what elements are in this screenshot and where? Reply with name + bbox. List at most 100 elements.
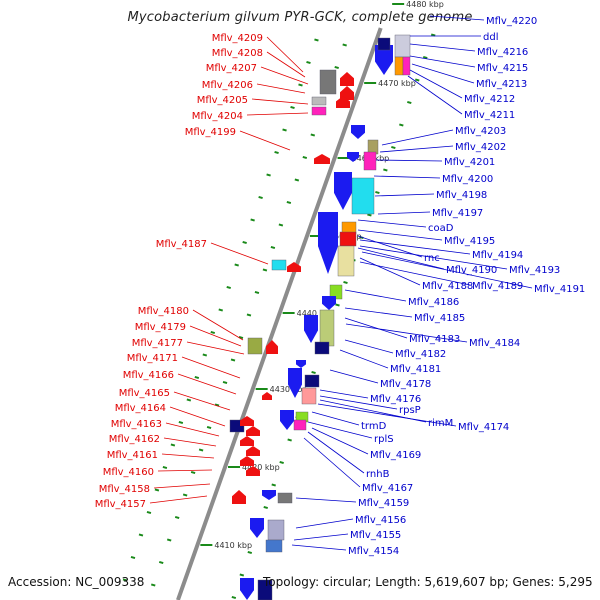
- tick-mark: [383, 168, 388, 172]
- right-leader-line: [344, 289, 407, 302]
- left-gene-label: Mflv_4163: [111, 419, 162, 430]
- left-gene-label: Mflv_4160: [103, 467, 154, 478]
- scale-label: 4430 kbp: [270, 385, 308, 394]
- right-leader-line: [359, 261, 471, 286]
- tick-mark: [218, 308, 224, 312]
- gene-arrow-reverse: [240, 578, 254, 600]
- tick-mark: [154, 488, 160, 492]
- gene-block: [265, 539, 283, 553]
- gene-block: [301, 387, 317, 405]
- left-leader-line: [149, 495, 208, 504]
- left-gene-label: Mflv_4158: [99, 484, 150, 495]
- tick-mark: [414, 78, 420, 82]
- right-leader-line: [379, 145, 454, 153]
- tick-mark: [194, 375, 200, 380]
- right-leader-line: [407, 75, 463, 115]
- right-leader-line: [319, 389, 369, 399]
- gene-arrow-reverse: [288, 368, 302, 398]
- right-gene-label: Mflv_4194: [472, 250, 523, 261]
- tick-mark: [178, 420, 184, 425]
- left-leader-line: [266, 36, 304, 73]
- tick-mark: [391, 145, 396, 150]
- tick-mark: [298, 83, 303, 87]
- accession-text: Accession: NC_009338: [8, 575, 145, 589]
- tick-mark: [430, 33, 436, 37]
- right-leader-line: [375, 159, 443, 162]
- tick-mark: [367, 213, 372, 217]
- tick-mark: [230, 358, 236, 362]
- right-gene-label: Mflv_4181: [390, 364, 441, 375]
- right-gene-label: coaD: [428, 223, 454, 234]
- tick-mark: [279, 460, 284, 465]
- tick-mark: [266, 173, 271, 177]
- right-gene-label: Mflv_4195: [444, 236, 495, 247]
- tick-mark: [238, 335, 244, 340]
- gene-arrow-forward: [246, 426, 260, 436]
- tick-mark: [294, 178, 300, 182]
- right-leader-line: [357, 229, 443, 241]
- left-leader-line: [260, 66, 309, 85]
- right-leader-line: [359, 239, 471, 255]
- tick-mark: [158, 560, 164, 565]
- gene-arrow-reverse: [250, 518, 264, 538]
- gene-block: [314, 341, 330, 355]
- tick-mark: [342, 43, 347, 47]
- right-leader-line: [329, 369, 379, 384]
- right-leader-line: [293, 533, 349, 541]
- right-gene-label: Mflv_4154: [348, 546, 399, 557]
- gene-arrow-forward: [240, 436, 254, 446]
- right-leader-line: [409, 55, 476, 68]
- left-gene-label: Mflv_4205: [197, 95, 248, 106]
- right-gene-label: Mflv_4193: [509, 265, 560, 276]
- left-leader-line: [173, 391, 231, 411]
- tick-mark: [375, 190, 380, 195]
- left-gene-label: Mflv_4161: [107, 450, 158, 461]
- left-leader-line: [177, 373, 237, 395]
- gene-block: [394, 34, 411, 58]
- right-gene-label: Mflv_4174: [458, 422, 509, 433]
- right-gene-label: Mflv_4213: [476, 79, 527, 90]
- right-leader-line: [307, 421, 373, 439]
- right-gene-label: Mflv_4190: [446, 265, 497, 276]
- gene-arrow-reverse: [296, 360, 306, 368]
- right-gene-label: Mflv_4220: [486, 16, 537, 27]
- left-leader-line: [181, 356, 241, 379]
- gene-arrow-reverse: [280, 410, 294, 430]
- right-gene-label: Mflv_4188: [422, 281, 473, 292]
- tick-mark: [335, 303, 340, 307]
- right-leader-line: [295, 518, 354, 529]
- tick-mark: [170, 443, 176, 447]
- scale-label: 4420 kbp: [242, 463, 280, 472]
- right-leader-line: [291, 544, 347, 551]
- right-leader-line: [359, 245, 508, 270]
- gene-block: [339, 231, 357, 247]
- tick-mark: [254, 290, 260, 295]
- right-leader-line: [303, 437, 361, 488]
- gene-block: [277, 492, 293, 504]
- right-leader-line: [319, 395, 398, 410]
- scale-label: 4480 kbp: [406, 0, 444, 9]
- genome-backbone: [176, 27, 383, 600]
- right-leader-line: [344, 307, 413, 318]
- left-gene-label: Mflv_4208: [212, 48, 263, 59]
- scale-label: 4470 kbp: [378, 79, 416, 88]
- tick-mark: [343, 280, 348, 285]
- left-gene-label: Mflv_4206: [202, 80, 253, 91]
- right-leader-line: [374, 193, 435, 197]
- left-gene-label: Mflv_4209: [212, 33, 263, 44]
- tick-mark: [247, 550, 253, 555]
- left-gene-label: Mflv_4166: [123, 370, 174, 381]
- right-gene-label: ddl: [483, 32, 498, 43]
- gene-arrow-reverse: [262, 490, 276, 500]
- tick-mark: [282, 128, 287, 132]
- right-gene-label: Mflv_4184: [469, 338, 520, 349]
- left-gene-label: Mflv_4179: [135, 322, 186, 333]
- left-leader-line: [189, 325, 242, 347]
- right-gene-label: rnc: [424, 253, 440, 264]
- right-gene-label: Mflv_4189: [472, 281, 523, 292]
- tick-mark: [314, 38, 319, 42]
- left-leader-line: [266, 51, 306, 78]
- gene-arrow-reverse: [347, 152, 359, 162]
